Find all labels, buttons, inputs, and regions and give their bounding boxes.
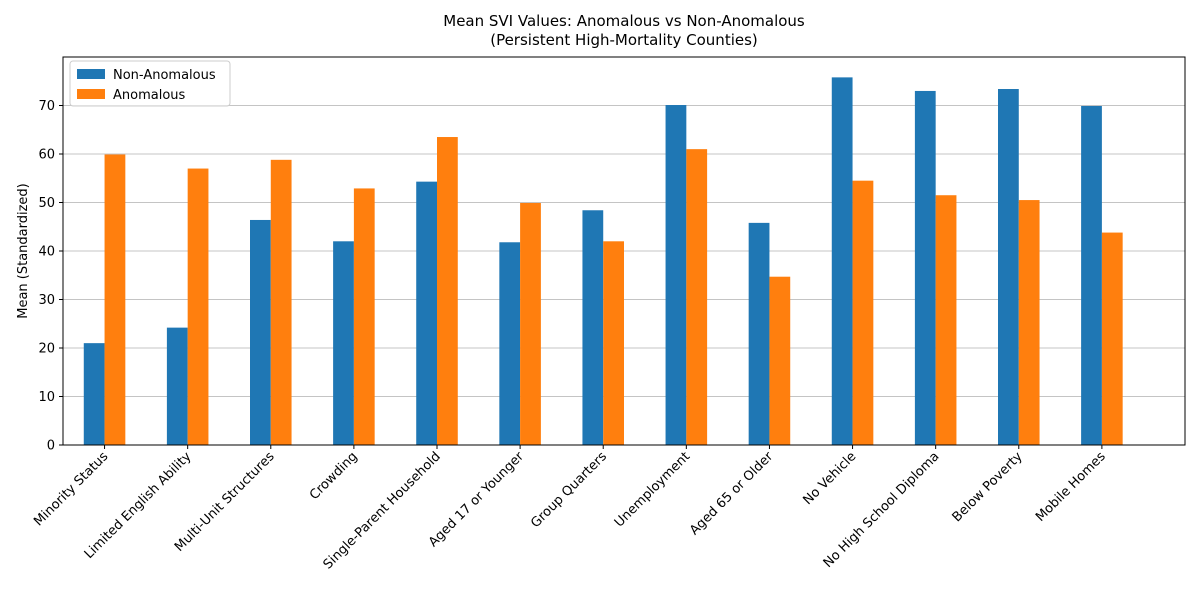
bar-non-anomalous [499,242,521,445]
legend-label: Anomalous [113,88,186,103]
y-tick-label: 30 [38,293,55,308]
bar-non-anomalous [250,219,271,445]
bar-non-anomalous [333,241,354,445]
chart-subtitle: (Persistent High-Mortality Counties) [490,31,758,49]
x-tick-label: Group Quarters [528,449,610,531]
bar-anomalous [353,188,375,445]
bar-anomalous [769,276,791,445]
bar-non-anomalous [665,105,687,445]
y-tick-label: 70 [38,99,55,114]
bar-non-anomalous [416,181,437,445]
y-tick-label: 50 [38,196,55,211]
bar-anomalous [1101,232,1123,445]
y-axis-label: Mean (Standardized) [16,183,31,319]
bar-anomalous [935,195,957,445]
y-tick-label: 0 [47,439,55,454]
bar-non-anomalous [748,222,770,445]
bar-non-anomalous [914,90,936,445]
legend: Non-Anomalous Anomalous [69,60,231,107]
x-tick-label: No Vehicle [800,449,859,508]
bar-anomalous [437,137,458,445]
y-tick-label: 20 [38,342,55,357]
x-tick-label: Aged 65 or Older [687,449,777,539]
legend-label: Non-Anomalous [113,68,216,83]
bar-anomalous [603,241,624,445]
x-tick-label: Minority Status [31,449,111,529]
y-axis: 0 10 20 30 40 50 60 70 [38,99,63,454]
bar-anomalous [686,149,708,445]
bar-non-anomalous [998,89,1019,445]
legend-swatch [77,69,105,79]
y-tick-label: 10 [38,390,55,405]
bar-anomalous [187,168,209,446]
bar-anomalous [104,154,126,446]
bar-non-anomalous [166,327,188,445]
bar-non-anomalous [83,343,105,445]
x-tick-label: Crowding [307,449,361,503]
bar-anomalous [520,202,541,445]
bar-non-anomalous [831,77,853,446]
x-tick-label: Below Poverty [950,449,1026,525]
bar-non-anomalous [582,210,604,445]
x-tick-label: Aged 17 or Younger [426,449,527,550]
bar-non-anomalous [1081,105,1102,446]
bar-anomalous [1018,200,1040,445]
x-tick-label: Mobile Homes [1033,449,1109,525]
bar-anomalous [270,159,292,445]
legend-box [69,60,231,107]
bars [83,77,1123,446]
legend-swatch [77,89,105,99]
bar-anomalous [852,180,874,446]
chart-title-group: Mean SVI Values: Anomalous vs Non-Anomal… [443,12,805,49]
x-tick-label: Unemployment [612,449,693,530]
y-tick-label: 40 [38,245,55,260]
y-tick-label: 60 [38,148,55,163]
chart-title: Mean SVI Values: Anomalous vs Non-Anomal… [443,12,805,30]
